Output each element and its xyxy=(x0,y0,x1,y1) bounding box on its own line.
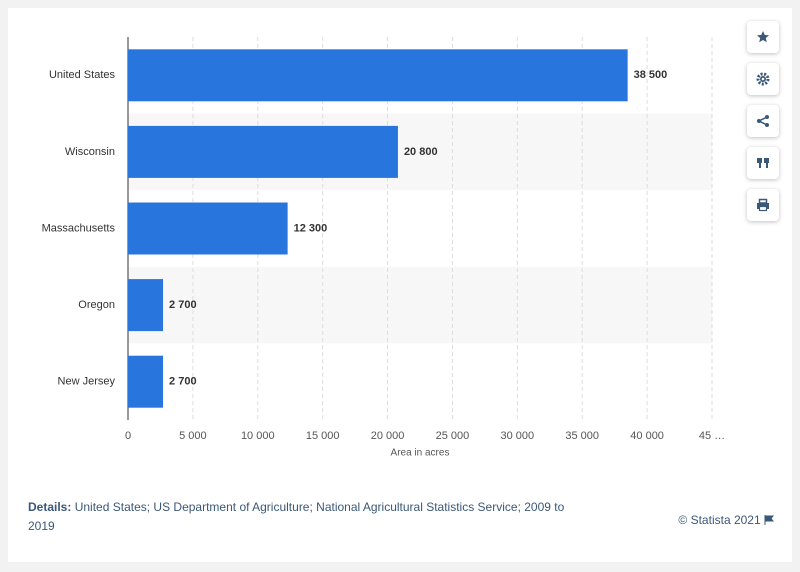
y-tick-label: United States xyxy=(49,69,116,81)
flag-icon xyxy=(764,515,775,525)
x-tick-label: 45 … xyxy=(699,430,725,442)
x-tick-label: 5 000 xyxy=(179,430,207,442)
value-label: 2 700 xyxy=(169,299,197,311)
print-button[interactable] xyxy=(747,189,779,221)
settings-button[interactable] xyxy=(747,63,779,95)
row-stripe xyxy=(128,266,712,344)
x-tick-label: 35 000 xyxy=(565,430,599,442)
bar xyxy=(128,125,398,178)
share-button[interactable] xyxy=(747,105,779,137)
x-tick-label: 30 000 xyxy=(501,430,535,442)
details: United States; US Department of Agricult… xyxy=(28,500,565,533)
favorite-button[interactable] xyxy=(747,21,779,53)
x-axis-label: Area in acres xyxy=(391,448,450,459)
value-label: 20 800 xyxy=(404,146,438,158)
value-label: 38 500 xyxy=(634,69,668,81)
bar xyxy=(128,202,288,255)
x-tick-label: 15 000 xyxy=(306,430,340,442)
copyright-text: © Statista 2021 xyxy=(678,513,761,527)
bar xyxy=(128,355,164,408)
copyright: © Statista 2021 xyxy=(678,513,775,527)
cite-button[interactable] xyxy=(747,147,779,179)
footer: Details: United States; US Department of… xyxy=(28,498,568,536)
x-tick-label: 10 000 xyxy=(241,430,275,442)
x-tick-label: 40 000 xyxy=(630,430,664,442)
x-tick-label: 25 000 xyxy=(436,430,470,442)
x-tick-label: 20 000 xyxy=(371,430,405,442)
y-tick-label: Wisconsin xyxy=(65,146,115,158)
value-label: 2 700 xyxy=(169,376,197,388)
y-tick-label: Massachusetts xyxy=(42,222,116,234)
value-label: 12 300 xyxy=(294,222,328,234)
details-label: Details: xyxy=(28,500,72,514)
y-tick-label: New Jersey xyxy=(58,376,116,388)
x-tick-label: 0 xyxy=(125,430,131,442)
y-tick-label: Oregon xyxy=(78,299,115,311)
bar xyxy=(128,279,164,332)
bar xyxy=(128,49,628,102)
